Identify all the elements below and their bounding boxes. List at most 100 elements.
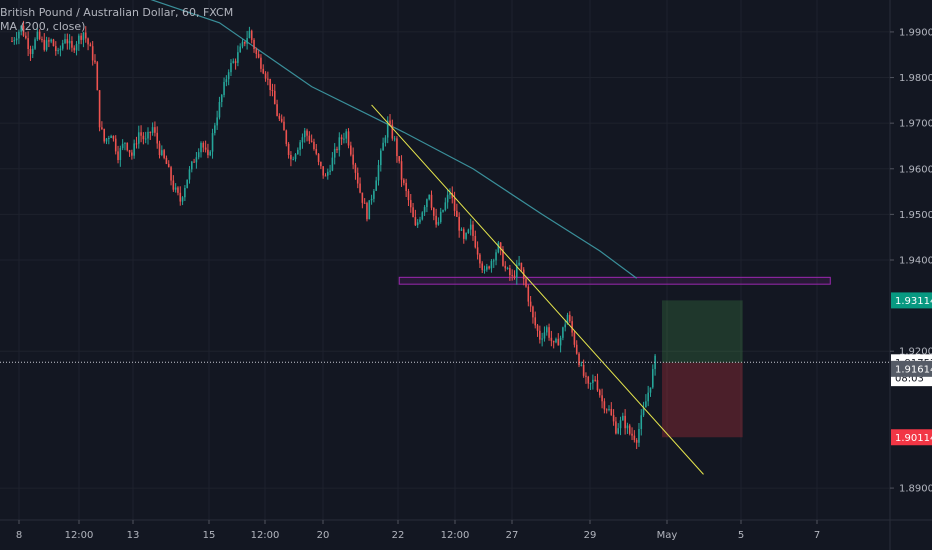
support-zone[interactable] — [398, 276, 831, 285]
candle-down — [207, 149, 209, 156]
trendline-line — [371, 104, 704, 475]
candle-down — [267, 78, 269, 80]
candle-up — [20, 25, 23, 32]
candle-down — [96, 62, 99, 91]
candle-down — [504, 265, 507, 269]
candle-down — [269, 78, 271, 91]
candle-down — [71, 40, 73, 48]
candle-up — [439, 211, 442, 222]
candle-down — [193, 161, 195, 163]
candle-down — [154, 127, 156, 133]
candle-down — [84, 32, 87, 39]
candle-down — [396, 138, 398, 157]
candle-up — [426, 199, 428, 208]
candle-down — [172, 180, 175, 190]
candle-down — [409, 200, 412, 208]
candle-up — [82, 32, 85, 40]
candle-up — [147, 131, 149, 139]
candle-down — [433, 207, 435, 216]
candle-down — [350, 145, 352, 155]
candle-down — [310, 140, 313, 142]
candle-up — [638, 428, 640, 443]
candle-up — [110, 135, 112, 139]
candle-down — [405, 182, 407, 192]
time-axis[interactable]: 8 12:00 13 15 12:00 20 22 12:00 27 29 May 5 7 — [0, 519, 932, 541]
candle-down — [255, 49, 258, 55]
candle-down — [117, 151, 119, 161]
y-tick-label: 1.97000 — [899, 119, 932, 130]
chart-legend: British Pound / Australian Dollar, 60, F… — [0, 6, 233, 34]
candle-up — [75, 43, 78, 51]
trendline[interactable] — [371, 104, 704, 475]
candle-up — [368, 200, 371, 220]
candle-up — [343, 138, 345, 140]
candle-up — [446, 194, 449, 203]
y-tick-label: 1.89000 — [899, 484, 932, 495]
candle-down — [557, 338, 560, 346]
candle-down — [340, 137, 343, 140]
candle-up — [294, 154, 297, 160]
candle-up — [223, 82, 225, 95]
candle-down — [135, 143, 138, 145]
x-tick-label: 8 — [16, 530, 22, 541]
candle-down — [550, 337, 553, 341]
candle-down — [320, 161, 322, 167]
candle-down — [114, 138, 117, 152]
candle-up — [181, 197, 184, 202]
candle-up — [566, 314, 569, 325]
candle-up — [124, 142, 126, 144]
candle-down — [91, 46, 94, 61]
candle-up — [45, 40, 48, 50]
candle-up — [68, 40, 71, 44]
candle-down — [479, 254, 481, 264]
candle-down — [601, 395, 603, 402]
candle-down — [458, 216, 460, 231]
candle-down — [290, 154, 292, 160]
long-position-tool[interactable] — [662, 300, 743, 438]
candle-down — [25, 35, 27, 39]
x-tick-label: 15 — [203, 530, 216, 541]
candle-down — [585, 375, 587, 377]
candle-down — [103, 128, 105, 142]
candle-up — [61, 43, 64, 49]
price-label-bg — [891, 292, 932, 309]
price-axis[interactable]: 1.99000 1.98000 1.97000 1.96000 1.95000 1.940… — [889, 0, 932, 550]
candle-up — [555, 338, 557, 343]
candle-down — [511, 275, 513, 277]
candle-down — [456, 210, 458, 217]
candle-down — [366, 203, 368, 220]
candle-down — [605, 409, 608, 411]
x-tick-label: 27 — [506, 530, 519, 541]
candle-down — [529, 301, 532, 307]
x-tick-label: 22 — [392, 530, 405, 541]
candle-down — [347, 131, 350, 146]
candle-down — [435, 215, 437, 225]
candle-down — [354, 164, 357, 173]
candle-up — [543, 332, 546, 339]
candle-up — [589, 382, 592, 384]
candle-up — [174, 187, 177, 190]
candle-up — [50, 39, 52, 42]
candle-up — [545, 327, 548, 333]
candle-up — [384, 137, 387, 143]
target-zone — [662, 300, 743, 363]
candle-down — [573, 332, 576, 345]
candle-up — [105, 138, 108, 142]
candle-up — [486, 266, 488, 270]
price-label-bg — [891, 360, 932, 377]
candle-up — [649, 387, 652, 393]
indicator-label[interactable]: MA (200, close) — [0, 20, 86, 33]
candle-down — [140, 132, 142, 136]
candle-down — [499, 242, 502, 250]
symbol-title[interactable]: British Pound / Australian Dollar, 60, F… — [0, 6, 234, 19]
candle-down — [476, 247, 479, 255]
candle-down — [250, 30, 253, 40]
candle-up — [237, 52, 239, 63]
candle-up — [617, 428, 620, 434]
candle-up — [380, 150, 382, 166]
candle-up — [195, 157, 198, 163]
candle-up — [449, 193, 451, 195]
candle-up — [645, 401, 647, 408]
candle-down — [598, 390, 601, 396]
